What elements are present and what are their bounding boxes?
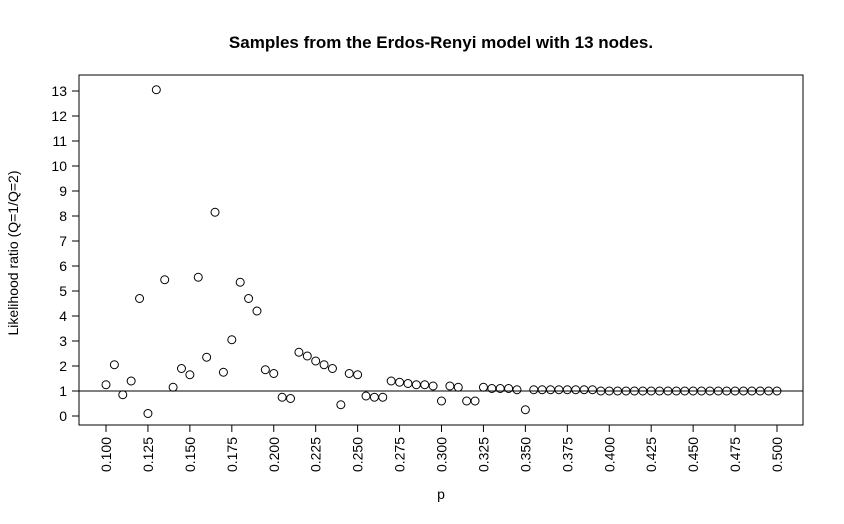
data-point [176, 364, 186, 373]
data-point [554, 385, 564, 395]
y-tick-label: 5 [59, 283, 67, 299]
x-tick-label: 0.500 [769, 437, 785, 472]
x-tick-label: 0.400 [601, 437, 617, 472]
x-tick-label: 0.225 [308, 437, 324, 472]
data-point [403, 379, 413, 388]
x-tick-label: 0.425 [643, 437, 659, 472]
x-tick-label: 0.250 [350, 437, 366, 472]
data-point [277, 392, 287, 402]
data-point [420, 380, 430, 390]
data-point [210, 207, 220, 217]
y-tick-label: 13 [51, 83, 67, 99]
y-tick-label: 11 [52, 133, 67, 149]
data-point [294, 347, 304, 357]
data-point [218, 367, 228, 377]
x-tick-label: 0.325 [475, 437, 491, 472]
y-tick-label: 1 [59, 383, 67, 399]
data-point [260, 365, 270, 375]
data-point [235, 277, 245, 287]
y-tick-label: 8 [59, 208, 67, 224]
y-tick-label: 12 [51, 108, 67, 124]
y-tick-label: 0 [59, 408, 67, 424]
data-point [537, 385, 547, 395]
y-tick-label: 4 [59, 308, 67, 324]
data-point [378, 392, 388, 402]
data-point [344, 369, 354, 378]
x-tick-label: 0.100 [98, 437, 114, 472]
data-point [571, 385, 581, 395]
data-point [286, 394, 296, 403]
data-point [428, 381, 438, 391]
data-point [160, 275, 170, 285]
data-point [202, 352, 212, 362]
data-point [579, 385, 589, 395]
data-point [445, 381, 455, 391]
data-point [101, 380, 111, 390]
data-point [386, 376, 396, 386]
data-point [327, 364, 337, 373]
x-tick-label: 0.450 [685, 437, 701, 472]
data-point [151, 85, 161, 95]
x-tick-label: 0.175 [224, 437, 240, 472]
x-tick-label: 0.300 [434, 437, 450, 472]
plot-frame [78, 74, 804, 426]
data-point [252, 306, 262, 316]
data-point [462, 396, 472, 406]
data-point [135, 294, 145, 303]
data-point [168, 382, 178, 392]
data-point [478, 382, 488, 392]
data-point [369, 392, 379, 402]
data-point [336, 400, 346, 410]
y-tick-label: 2 [59, 358, 67, 374]
data-point [353, 370, 363, 380]
x-tick-label: 0.150 [182, 437, 198, 472]
y-tick-label: 6 [59, 258, 67, 274]
data-point [269, 369, 279, 378]
data-point [319, 360, 329, 370]
x-tick-label: 0.375 [559, 437, 575, 472]
data-point [311, 356, 321, 366]
data-point [504, 384, 514, 393]
data-point [227, 335, 237, 345]
x-tick-label: 0.275 [392, 437, 408, 472]
y-tick-label: 9 [59, 183, 67, 199]
y-tick-label: 10 [51, 158, 67, 174]
data-point [470, 396, 480, 406]
data-point [520, 405, 530, 415]
data-point [143, 409, 153, 418]
data-point [529, 385, 539, 395]
chart-title: Samples from the Erdos-Renyi model with … [229, 33, 653, 52]
data-point [302, 351, 312, 361]
data-point [118, 390, 128, 400]
y-axis-label: Likelihood ratio (Q=1/Q=2) [5, 171, 21, 336]
x-axis-label: p [437, 486, 445, 502]
data-points [101, 85, 782, 418]
data-point [437, 396, 446, 406]
x-tick-label: 0.125 [140, 437, 156, 472]
data-point [546, 385, 556, 395]
data-point [244, 294, 254, 303]
x-tick-label: 0.475 [727, 437, 743, 472]
x-axis: 0.100 0.125 0.150 0.175 0.200 0.225 0.250 0.275… [98, 425, 785, 472]
data-point [193, 272, 203, 282]
data-point [361, 391, 371, 401]
data-point [512, 385, 522, 395]
data-point [453, 382, 463, 392]
data-point [772, 386, 782, 396]
data-point [126, 376, 136, 386]
y-tick-label: 3 [59, 333, 67, 349]
data-point [109, 360, 119, 370]
x-tick-label: 0.200 [266, 437, 282, 472]
x-tick-label: 0.350 [517, 437, 533, 472]
y-tick-label: 7 [59, 233, 67, 249]
data-point [562, 385, 572, 395]
data-point [587, 385, 597, 395]
data-point [185, 370, 195, 380]
data-point [395, 377, 405, 387]
data-point [411, 380, 421, 390]
